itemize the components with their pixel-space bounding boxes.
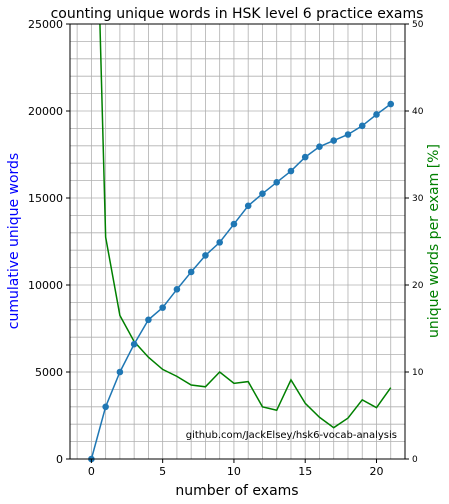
y-tick-label-left: 15000: [28, 192, 63, 205]
x-tick-label: 10: [227, 465, 241, 478]
y-tick-label-left: 10000: [28, 279, 63, 292]
cumulative-point: [230, 220, 238, 228]
y-tick-label-left: 0: [56, 453, 63, 466]
cumulative-point: [301, 153, 309, 161]
cumulative-point: [316, 143, 323, 150]
cumulative-line: [90, 103, 392, 460]
y-tick-label-right: 30: [412, 194, 424, 204]
cumulative-point: [259, 190, 266, 197]
cumulative-point: [145, 316, 152, 324]
x-tick-label: 20: [369, 465, 383, 478]
y-axis-label-right: unique words per exam [%]: [426, 144, 442, 338]
y-tick-label-right: 50: [412, 20, 424, 30]
cumulative-point: [387, 100, 395, 108]
cumulative-point: [216, 239, 223, 246]
plot-frame: [69, 23, 406, 460]
y-tick-label-right: 20: [412, 281, 424, 291]
y-tick-label-left: 20000: [28, 105, 63, 118]
y-tick-label-right: 0: [412, 455, 418, 465]
cumulative-point: [373, 111, 380, 118]
y-tick-label-right: 10: [412, 368, 424, 378]
cumulative-point: [344, 131, 352, 138]
y-tick-label-left: 25000: [28, 18, 63, 31]
y-tick-label-right: 40: [412, 107, 424, 117]
per-exam-series: [99, 24, 392, 429]
grid: [70, 23, 406, 460]
per-exam-line: [99, 24, 392, 429]
x-axis-label: number of exams: [175, 483, 298, 499]
cumulative-point: [244, 202, 252, 210]
axes: 0 5 10 15 20 0 5000 10000 15000 20000 25000 0 10 20 30…: [28, 18, 424, 478]
cumulative-point: [187, 268, 195, 276]
y-tick-label-left: 5000: [35, 366, 63, 379]
cumulative-point: [273, 179, 281, 186]
x-tick-label: 5: [159, 465, 166, 478]
x-tick-label: 0: [88, 465, 95, 478]
cumulative-point: [102, 403, 109, 411]
source-annotation: github.com/JackElsey/hsk6-vocab-analysis: [186, 430, 397, 441]
x-tick-label: 15: [298, 465, 312, 478]
cumulative-point: [116, 368, 124, 376]
y-axis-label-left: cumulative unique words: [6, 153, 22, 329]
cumulative-point: [202, 252, 209, 259]
cumulative-point: [173, 286, 181, 293]
cumulative-point: [330, 137, 338, 144]
cumulative-point: [287, 167, 295, 175]
cumulative-series: [88, 100, 395, 463]
cumulative-point: [159, 304, 166, 311]
cumulative-point: [358, 122, 366, 130]
chart-title: counting unique words in HSK level 6 pra…: [51, 6, 424, 22]
cumulative-point: [130, 340, 138, 348]
